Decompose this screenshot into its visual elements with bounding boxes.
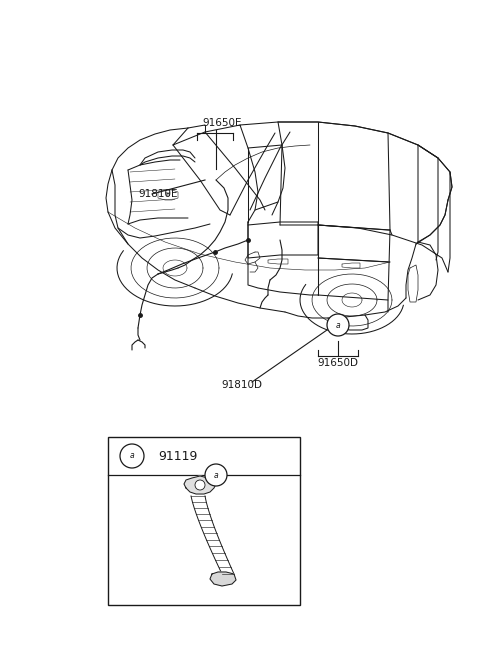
Polygon shape [184,476,216,494]
Text: 91810D: 91810D [221,380,263,390]
Text: 91650D: 91650D [317,358,359,368]
Bar [108,437,300,605]
Circle shape [327,314,349,336]
Circle shape [120,444,144,468]
Polygon shape [210,572,236,586]
Text: 91650E: 91650E [202,118,242,128]
Text: a: a [336,320,340,329]
Circle shape [195,480,205,490]
Text: 91119: 91119 [158,449,197,462]
Text: a: a [214,470,218,479]
Circle shape [205,464,227,486]
Text: H: H [166,193,170,198]
Text: a: a [130,451,134,460]
Text: 91810E: 91810E [138,189,178,199]
